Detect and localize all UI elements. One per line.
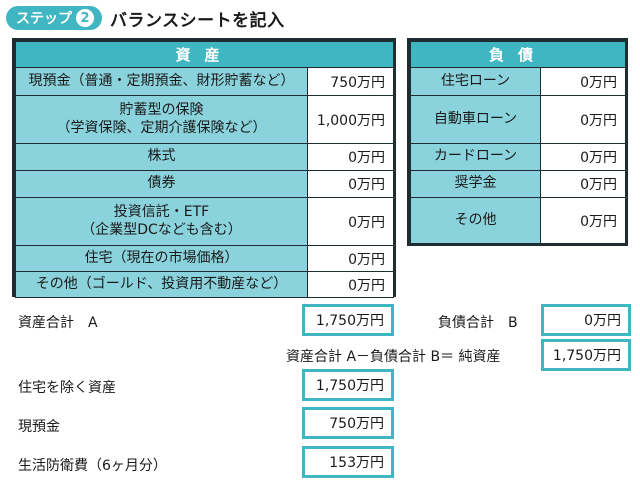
liabilities-frame — [407, 38, 628, 246]
asset-label: 現預金（普通・定期預金、財形貯蓄など） — [15, 67, 308, 96]
liability-label: その他 — [410, 197, 541, 244]
page-title: バランスシートを記入 — [110, 10, 285, 31]
assets-table: 資産 現預金（普通・定期預金、財形貯蓄など） 750万円 貯蓄型の保険 （学資保… — [14, 41, 395, 298]
emergency-fund-label: 生活防衛費（6ヶ月分） — [18, 458, 167, 474]
asset-label: 住宅（現在の市場価格） — [15, 245, 308, 272]
asset-value: 0万円 — [306, 245, 395, 272]
cash-box: 750万円 — [302, 407, 394, 439]
asset-value: 0万円 — [306, 170, 395, 198]
liability-label: 奨学金 — [410, 170, 541, 198]
liabilities-table: 負債 住宅ローン 0万円 自動車ローン 0万円 カードローン 0万円 奨学金 0… — [409, 41, 627, 244]
step-badge: ステップ 2 — [6, 6, 102, 30]
total-assets-label: 資産合計 A — [18, 315, 98, 331]
net-worth-box: 1,750万円 — [541, 339, 631, 371]
cash-label: 現預金 — [18, 419, 60, 435]
liability-value: 0万円 — [539, 143, 627, 171]
asset-value: 0万円 — [306, 143, 395, 171]
liability-value: 0万円 — [539, 67, 627, 96]
asset-value: 750万円 — [306, 67, 395, 96]
asset-label: 投資信託・ETF （企業型DCなども含む） — [15, 197, 308, 246]
total-liabilities-label: 負債合計 B — [438, 315, 518, 331]
asset-value: 0万円 — [306, 197, 395, 246]
step-label: ステップ — [16, 11, 72, 27]
asset-value: 1,000万円 — [306, 95, 395, 144]
asset-label: 株式 — [15, 143, 308, 171]
total-liabilities-box: 0万円 — [541, 304, 631, 336]
step-header: ステップ 2 バランスシートを記入 — [6, 5, 285, 31]
excl-home-label: 住宅を除く資産 — [18, 380, 116, 396]
liability-label: 自動車ローン — [410, 95, 541, 144]
asset-value: 0万円 — [306, 271, 395, 298]
liability-label: 住宅ローン — [410, 67, 541, 96]
excl-home-box: 1,750万円 — [302, 369, 394, 401]
total-assets-box: 1,750万円 — [302, 304, 394, 336]
asset-label: 貯蓄型の保険 （学資保険、定期介護保険など） — [15, 95, 308, 144]
liability-value: 0万円 — [539, 197, 627, 244]
liability-value: 0万円 — [539, 170, 627, 198]
emergency-fund-box: 153万円 — [302, 446, 394, 478]
asset-label: 債券 — [15, 170, 308, 198]
asset-label: その他（ゴールド、投資用不動産など） — [15, 271, 308, 298]
assets-heading: 資産 — [14, 41, 395, 68]
liability-label: カードローン — [410, 143, 541, 171]
step-number: 2 — [76, 9, 94, 27]
net-worth-label: 資産合計 A－負債合計 B＝ 純資産 — [286, 349, 501, 365]
liability-value: 0万円 — [539, 95, 627, 144]
liabilities-heading: 負債 — [409, 41, 627, 68]
